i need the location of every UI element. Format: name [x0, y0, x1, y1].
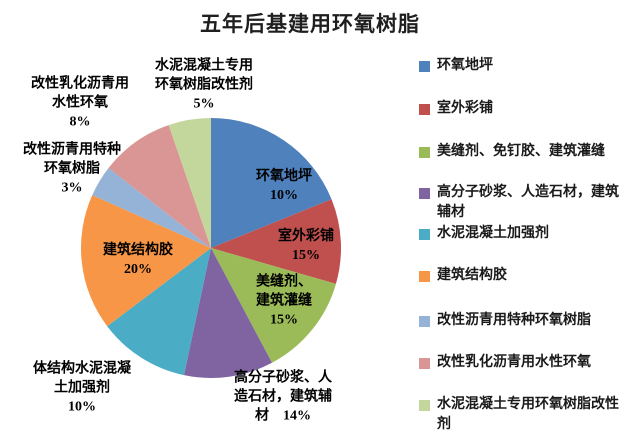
pie-chart — [80, 118, 341, 378]
pie-slice-2 — [211, 199, 341, 284]
legend-marker-1 — [419, 61, 430, 72]
legend-item-label: 建筑结构胶 — [437, 268, 507, 283]
legend-item-5: 水泥混凝土加强剂 — [419, 224, 621, 244]
legend-item-7: 改性沥青用特种环氧树脂 — [419, 311, 621, 331]
pie-slice-5 — [107, 248, 211, 376]
pie-slice-9 — [168, 118, 211, 248]
pie-slice-4 — [183, 248, 273, 378]
legend-marker-9 — [419, 400, 430, 411]
legend-item-label: 改性乳化沥青用水性环氧 — [437, 355, 591, 370]
legend-item-label: 室外彩铺 — [437, 101, 493, 116]
legend-marker-4 — [419, 188, 430, 199]
chart-title: 五年后基建用环氧树脂 — [200, 12, 420, 36]
pie-slice-7 — [92, 167, 211, 248]
legend-item-1: 环氧地坪 — [419, 56, 621, 76]
legend-item-label: 美缝剂、免钉胶、建筑灌缝 — [437, 144, 605, 159]
pie-slice-6 — [80, 195, 212, 327]
legend-item-4: 高分子砂浆、人造石材，建筑辅材 — [419, 183, 621, 223]
slice-label-9: 水泥混凝土专用 环氧树脂改性剂 5% — [155, 58, 253, 112]
legend-item-8: 改性乳化沥青用水性环氧 — [419, 353, 621, 373]
legend-item-label: 改性沥青用特种环氧树脂 — [437, 313, 591, 328]
pie-slice-8 — [108, 125, 211, 248]
legend-marker-6 — [419, 271, 430, 282]
legend-marker-3 — [419, 147, 430, 158]
pie-slice-3 — [211, 248, 336, 363]
legend-item-label: 环氧地坪 — [437, 58, 493, 73]
legend-marker-7 — [419, 316, 430, 327]
legend-item-2: 室外彩铺 — [419, 99, 621, 119]
legend-item-9: 水泥混凝土专用环氧树脂改性剂 — [419, 395, 621, 435]
legend-marker-5 — [419, 229, 430, 240]
legend-item-label: 水泥混凝土加强剂 — [437, 226, 549, 241]
legend-marker-2 — [419, 104, 430, 115]
legend-item-3: 美缝剂、免钉胶、建筑灌缝 — [419, 142, 621, 162]
legend-item-label: 高分子砂浆、人造石材，建筑辅材 — [437, 185, 619, 220]
legend-item-label: 水泥混凝土专用环氧树脂改性剂 — [437, 397, 619, 432]
legend-marker-8 — [419, 358, 430, 369]
legend-item-6: 建筑结构胶 — [419, 266, 621, 286]
pie-slice-1 — [211, 118, 332, 248]
